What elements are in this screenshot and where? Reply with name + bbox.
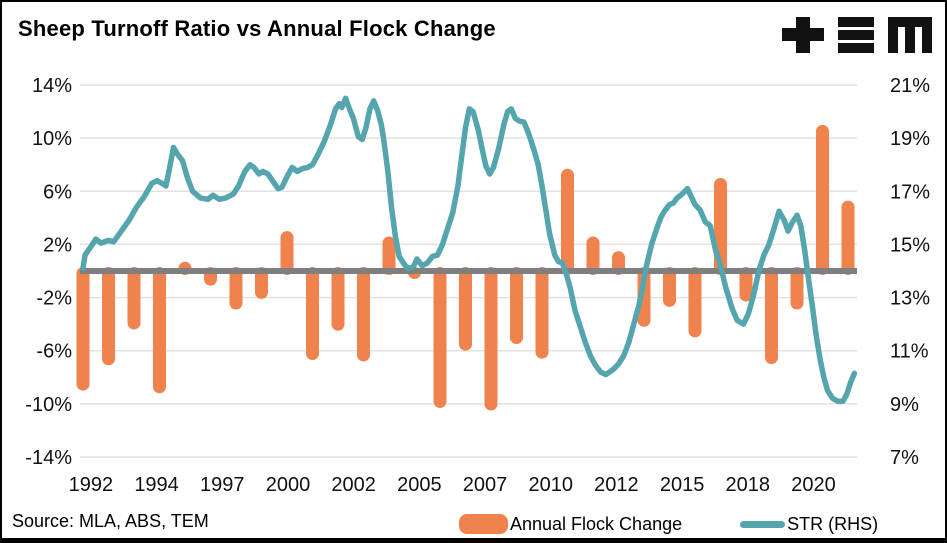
x-axis-tick-label: 2002: [331, 474, 376, 496]
bar-2016: [688, 267, 702, 338]
legend-line-swatch: [740, 520, 786, 528]
bar-1998: [229, 267, 243, 310]
bar-2000: [280, 231, 294, 275]
left-axis-tick-label: -10%: [25, 394, 72, 416]
left-axis-tick-label: -2%: [36, 288, 72, 310]
tem-logo: [782, 16, 932, 54]
right-axis-tick-label: 21%: [890, 75, 930, 97]
bar-2006: [433, 267, 447, 408]
x-axis-tick-label: 2007: [463, 474, 508, 496]
right-axis-tick-label: 17%: [890, 181, 930, 203]
legend-bar-swatch: [459, 514, 508, 534]
left-axis-tick-label: -14%: [25, 447, 72, 469]
x-axis-tick-label: 2020: [791, 474, 836, 496]
bar-2002: [331, 267, 345, 331]
bar-2010: [535, 267, 549, 359]
bar-1995: [153, 267, 166, 394]
logo-bars-icon: [838, 17, 874, 27]
str-line: [80, 95, 858, 404]
x-axis-tick-label: 1994: [134, 474, 179, 496]
bar-2008: [484, 267, 498, 411]
bar-2003: [357, 267, 370, 362]
x-axis-tick-label: 2000: [266, 474, 311, 496]
bar-2007: [459, 267, 472, 351]
bar-1994: [127, 267, 141, 330]
bar-2014: [637, 267, 651, 327]
right-axis-tick-label: 15%: [890, 234, 930, 256]
bar-2020: [790, 267, 804, 310]
page-title: Sheep Turnoff Ratio vs Annual Flock Chan…: [18, 16, 496, 41]
bar-2015: [663, 267, 676, 307]
x-axis-tick-label: 2018: [726, 474, 771, 496]
bar-2001: [306, 267, 319, 361]
bar-2021: [816, 124, 829, 275]
bar-1992: [76, 267, 90, 391]
right-axis-tick-label: 11%: [890, 341, 929, 363]
bar-2004: [382, 236, 396, 275]
left-axis-tick-label: 14%: [32, 75, 72, 97]
tem-logo-graphic: [782, 17, 932, 53]
x-axis-tick-label: 2012: [594, 474, 639, 496]
left-axis-tick-label: 6%: [43, 181, 72, 203]
x-axis-tick-label: 2015: [660, 474, 705, 496]
x-axis-tick-label: 2005: [397, 474, 442, 496]
bar-2018: [739, 267, 753, 302]
left-axis-tick-label: 10%: [32, 128, 72, 150]
right-axis-tick-label: 7%: [890, 447, 919, 469]
legend-bar-label: Annual Flock Change: [510, 513, 683, 534]
left-axis-tick-label: 2%: [43, 234, 72, 256]
left-axis-tick-label: -6%: [36, 341, 72, 363]
source-note: Source: MLA, ABS, TEM: [12, 511, 209, 531]
right-axis-tick-label: 19%: [890, 128, 930, 150]
x-axis-tick-label: 2010: [528, 474, 573, 496]
bar-2019: [765, 267, 778, 364]
right-axis-tick-label: 13%: [890, 288, 930, 310]
bar-2009: [510, 267, 523, 345]
bar-1993: [102, 267, 115, 366]
x-axis-tick-label: 1992: [69, 474, 114, 496]
bar-2011: [561, 168, 574, 275]
legend-line-label: STR (RHS): [787, 513, 879, 534]
bar-2012: [586, 236, 600, 275]
bar-2022: [841, 200, 855, 275]
logo-m-icon: [888, 17, 932, 53]
x-axis-tick-label: 1997: [200, 474, 245, 496]
right-axis-tick-label: 9%: [890, 394, 919, 416]
bar-1999: [255, 267, 268, 299]
legend: Annual Flock Change STR (RHS): [459, 511, 878, 537]
